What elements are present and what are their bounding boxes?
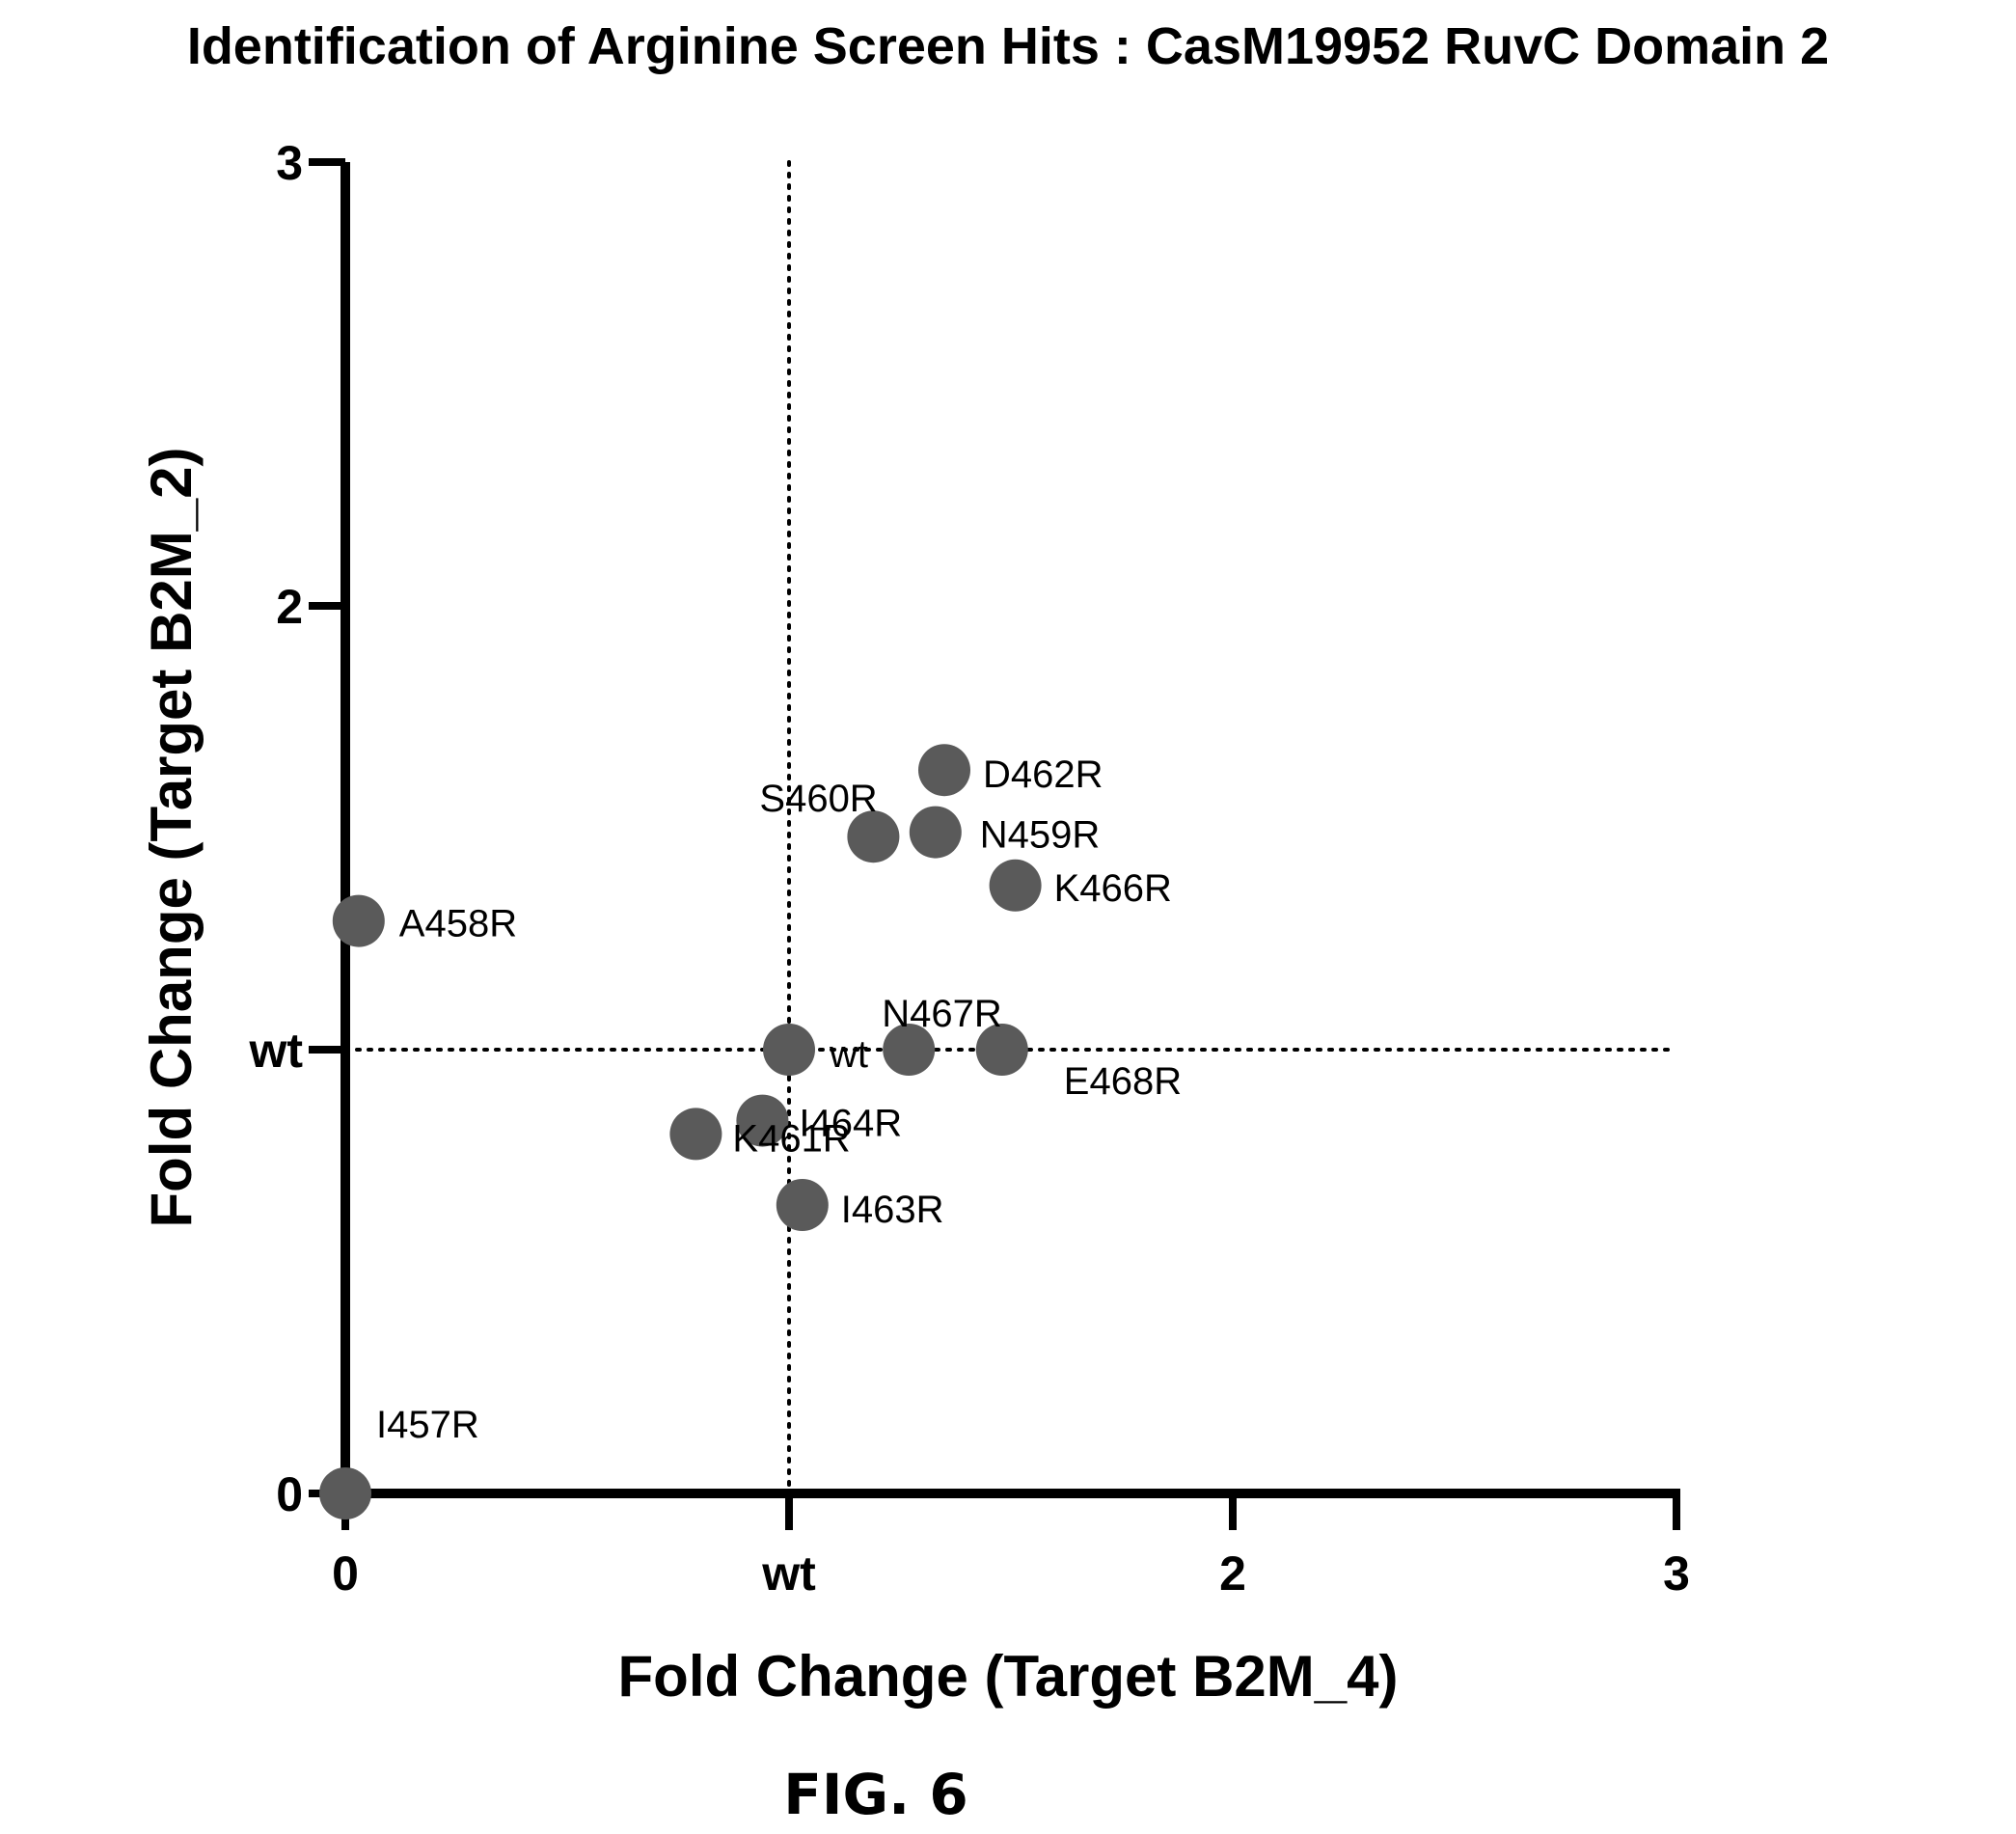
x-tick-label: 3 [1663, 1547, 1690, 1601]
reference-lines [343, 160, 1678, 1495]
data-point-d462r [918, 744, 970, 797]
data-point-wt [763, 1024, 815, 1076]
x-tick-label: 2 [1219, 1547, 1246, 1601]
data-point-k466r [989, 859, 1042, 912]
data-point-i464r [736, 1094, 789, 1147]
data-label-n459r: N459R [980, 814, 1101, 857]
data-point-i463r [776, 1179, 829, 1231]
x-axis-ticks: 0 wt 2 3 [332, 1493, 1690, 1601]
data-label-e468r: E468R [1064, 1060, 1182, 1103]
data-point-e468r [975, 1024, 1028, 1076]
data-label-k466r: K466R [1054, 867, 1172, 910]
y-axis-ticks: 0 wt 2 3 [248, 136, 345, 1521]
point-labels: I457R A458R N459R S460R K461R D462R I463R I464R… [376, 753, 1182, 1446]
data-points [319, 744, 1042, 1519]
data-label-i464r: I464R [799, 1103, 902, 1145]
data-point-s460r [847, 810, 900, 863]
x-tick-label: wt [761, 1547, 816, 1601]
data-point-n467r [883, 1024, 936, 1076]
data-point-n459r [909, 806, 962, 859]
y-tick-label: 0 [276, 1467, 303, 1521]
y-tick-label: 3 [276, 136, 303, 190]
data-label-i457r: I457R [376, 1404, 479, 1446]
y-tick-label: wt [248, 1024, 303, 1078]
figure-caption: FIG. 6 [783, 1762, 967, 1827]
data-label-k461r: K461R [732, 1117, 850, 1160]
data-label-i463r: I463R [841, 1189, 944, 1231]
chart-title: Identification of Arginine Screen Hits :… [187, 17, 1829, 75]
data-label-n467r: N467R [882, 993, 1002, 1035]
x-tick-label: 0 [332, 1547, 359, 1601]
data-label-s460r: S460R [759, 778, 877, 820]
x-axis-title: Fold Change (Target B2M_4) [618, 1644, 1399, 1709]
data-label-wt: wt [829, 1033, 868, 1076]
data-point-a458r [332, 894, 385, 947]
data-label-a458r: A458R [399, 903, 517, 945]
data-point-k461r [669, 1108, 722, 1161]
axes [341, 162, 1680, 1498]
data-point-i457r [319, 1467, 371, 1519]
y-tick-label: 2 [276, 580, 303, 634]
data-label-d462r: D462R [983, 753, 1103, 796]
y-axis-title: Fold Change (Target B2M_2) [139, 448, 204, 1228]
